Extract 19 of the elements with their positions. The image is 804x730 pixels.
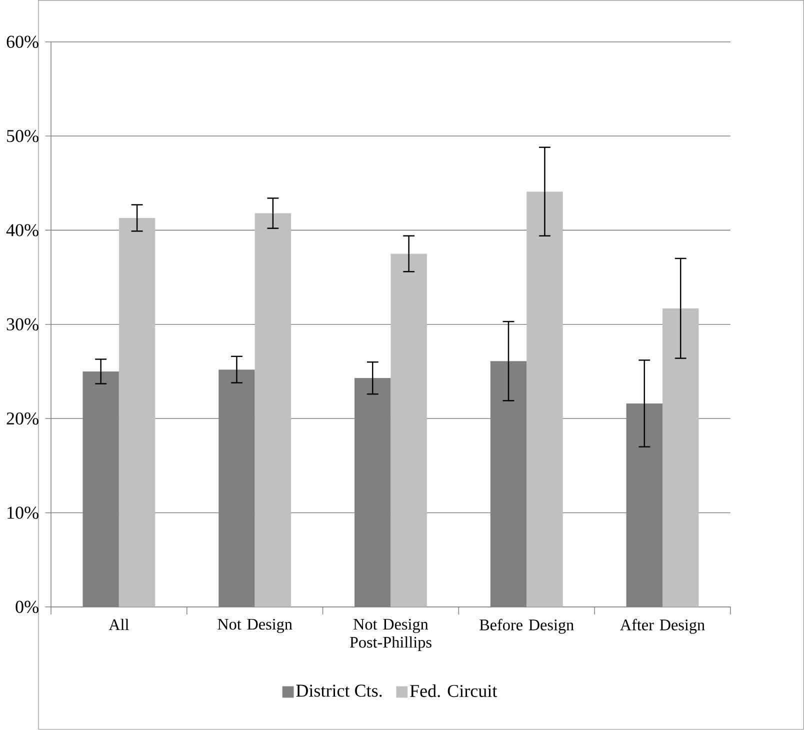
x-tick-label: Not Design Post-Phillips: [350, 618, 432, 652]
x-tick-label: Not Design: [218, 618, 292, 634]
x-tick-label: Before Design: [480, 618, 574, 634]
legend-label: Fed. Circuit: [410, 684, 498, 698]
x-tick-label: After Design: [620, 618, 705, 634]
y-tick-label: 30%: [6, 318, 38, 331]
y-tick-label: 60%: [6, 36, 38, 48]
y-tick-label: 40%: [6, 224, 38, 236]
bar: [390, 254, 427, 608]
bar: [662, 308, 699, 608]
bar: [526, 192, 563, 608]
bar: [254, 213, 292, 608]
legend-label: District Cts.: [296, 684, 382, 697]
x-tick-label: All: [108, 618, 129, 630]
bar: [118, 218, 156, 608]
y-tick-label: 0%: [16, 600, 38, 614]
y-tick-label: 10%: [8, 506, 38, 519]
y-tick-label: 50%: [7, 130, 38, 142]
y-tick-label: 20%: [6, 412, 38, 425]
